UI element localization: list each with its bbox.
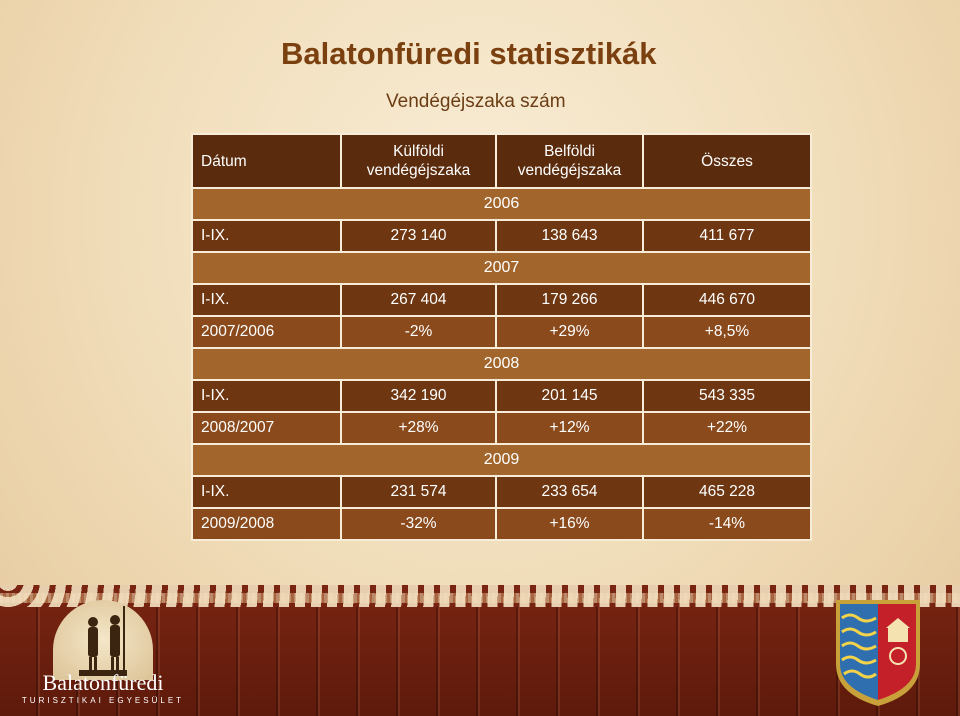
page-title: Balatonfüredi statisztikák — [281, 36, 657, 71]
row-label: 2008/2007 — [191, 411, 342, 445]
year-row-2008: 2008 — [191, 347, 812, 381]
table-row: I-IX. 231 574 233 654 465 228 — [191, 475, 812, 509]
domestic-value: 233 654 — [495, 475, 644, 509]
domestic-value: 201 145 — [495, 379, 644, 413]
header-total: Összes — [642, 133, 812, 189]
row-label: I-IX. — [191, 379, 342, 413]
decorative-footer — [0, 585, 960, 716]
domestic-value: +29% — [495, 315, 644, 349]
row-label: I-IX. — [191, 475, 342, 509]
logo-subline: TURISZTIKAI EGYESÜLET — [21, 696, 185, 705]
foreign-value: -32% — [340, 507, 497, 541]
logo-name: Balatonfüredi — [42, 670, 164, 695]
header-domestic-line1: Belföldi — [544, 143, 595, 160]
scallop-decoration — [0, 585, 960, 607]
year-label: 2008 — [191, 347, 812, 381]
year-label: 2006 — [191, 187, 812, 221]
town-crest-icon — [836, 600, 920, 706]
total-value: 543 335 — [642, 379, 812, 413]
foreign-value: 267 404 — [340, 283, 497, 317]
row-label: 2007/2006 — [191, 315, 342, 349]
header-foreign-line2: vendégéjszaka — [366, 162, 471, 179]
header-domestic-line2: vendégéjszaka — [517, 162, 622, 179]
header-date: Dátum — [191, 133, 342, 189]
domestic-value: +16% — [495, 507, 644, 541]
row-label: I-IX. — [191, 283, 342, 317]
year-row-2009: 2009 — [191, 443, 812, 477]
total-value: +22% — [642, 411, 812, 445]
total-value: -14% — [642, 507, 812, 541]
foreign-value: 231 574 — [340, 475, 497, 509]
domestic-value: +12% — [495, 411, 644, 445]
logo-arch — [53, 600, 153, 680]
table-row: I-IX. 273 140 138 643 411 677 — [191, 219, 812, 253]
table-row: I-IX. 342 190 201 145 543 335 — [191, 379, 812, 413]
domestic-value: 179 266 — [495, 283, 644, 317]
total-value: +8,5% — [642, 315, 812, 349]
year-row-2007: 2007 — [191, 251, 812, 285]
statistics-table: Dátum Külföldi vendégéjszaka Belföldi ve… — [191, 133, 812, 541]
row-label: I-IX. — [191, 219, 342, 253]
page-subtitle: Vendégéjszaka szám — [386, 91, 566, 112]
year-label: 2009 — [191, 443, 812, 477]
year-label: 2007 — [191, 251, 812, 285]
table-row: 2009/2008 -32% +16% -14% — [191, 507, 812, 541]
foreign-value: 342 190 — [340, 379, 497, 413]
header-foreign-line1: Külföldi — [393, 143, 444, 160]
table-row: 2007/2006 -2% +29% +8,5% — [191, 315, 812, 349]
table-header-row: Dátum Külföldi vendégéjszaka Belföldi ve… — [191, 133, 812, 189]
total-value: 446 670 — [642, 283, 812, 317]
logo: Balatonfüredi TURISZTIKAI EGYESÜLET — [18, 600, 188, 706]
total-value: 465 228 — [642, 475, 812, 509]
header-domestic: Belföldi vendégéjszaka — [495, 133, 644, 189]
year-row-2006: 2006 — [191, 187, 812, 221]
foreign-value: 273 140 — [340, 219, 497, 253]
wood-panel-decoration — [0, 607, 960, 716]
table-row: I-IX. 267 404 179 266 446 670 — [191, 283, 812, 317]
foreign-value: +28% — [340, 411, 497, 445]
row-label: 2009/2008 — [191, 507, 342, 541]
total-value: 411 677 — [642, 219, 812, 253]
table-row: 2008/2007 +28% +12% +22% — [191, 411, 812, 445]
header-foreign: Külföldi vendégéjszaka — [340, 133, 497, 189]
domestic-value: 138 643 — [495, 219, 644, 253]
foreign-value: -2% — [340, 315, 497, 349]
statue-icon — [79, 606, 127, 676]
